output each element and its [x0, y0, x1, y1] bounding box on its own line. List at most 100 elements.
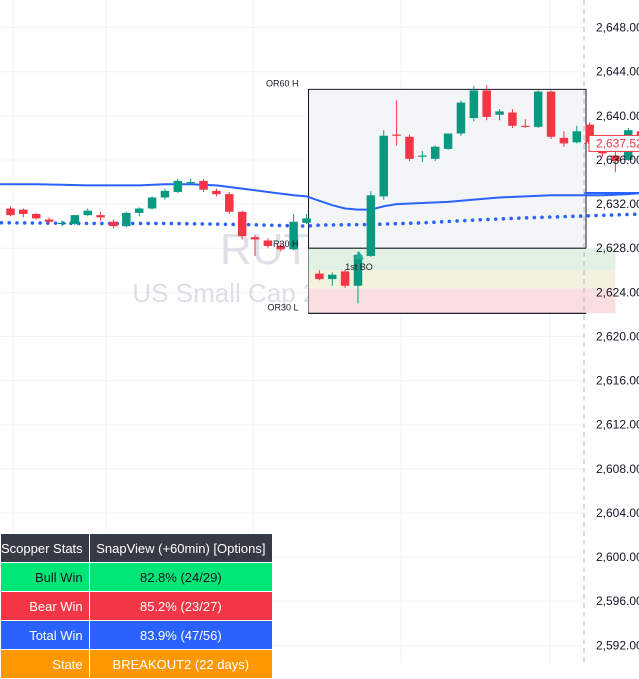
vwap-dot [185, 222, 189, 226]
price-tick-label: 2,612.00 [596, 418, 639, 432]
candle-body [264, 240, 273, 246]
vwap-dot [15, 221, 19, 225]
vwap-dot [617, 213, 621, 217]
candle [470, 86, 479, 121]
price-tick-label: 2,600.00 [596, 550, 639, 564]
price-axis[interactable]: 2,648.002,644.002,640.002,636.002,632.00… [584, 0, 639, 663]
candle-body [521, 126, 530, 127]
price-tick-label: 2,624.00 [596, 285, 639, 299]
candle [225, 192, 234, 214]
candle-body [560, 138, 569, 144]
vwap-dot [162, 222, 166, 226]
candle [58, 221, 66, 227]
candle-body [83, 211, 92, 215]
stats-header-value[interactable]: SnapView (+60min) [Options] [89, 534, 272, 563]
candle-body [96, 215, 105, 217]
vwap-dot [502, 217, 506, 221]
price-tick-label: 2,620.00 [596, 329, 639, 343]
candle-body [392, 135, 401, 136]
candle [212, 189, 221, 197]
candle [367, 191, 376, 257]
candle-body [534, 92, 543, 127]
or30-high-label: R30 H [273, 239, 299, 249]
vwap-dot [571, 215, 575, 219]
candle-body [328, 275, 337, 279]
vwap-dot [363, 223, 367, 227]
vwap-dot [54, 221, 58, 225]
candle-body [186, 182, 195, 183]
stats-row-value: 82.8% (24/29) [89, 563, 272, 592]
vwap-dot [23, 221, 27, 225]
stats-row-value: BREAKOUT2 (22 days) [89, 650, 272, 679]
vwap-dot [432, 220, 436, 224]
vwap-dot [478, 218, 482, 222]
vwap-dot [533, 216, 537, 220]
vwap-dot [31, 221, 35, 225]
candle [379, 130, 388, 199]
vwap-dot [316, 223, 320, 227]
vwap-dot [378, 222, 382, 226]
candle [135, 207, 144, 216]
candle [71, 215, 80, 225]
candle-body [109, 222, 118, 226]
vwap-dot [332, 223, 336, 227]
stats-row-label: Bull Win [1, 563, 90, 592]
price-tick-label: 2,640.00 [596, 109, 639, 123]
candle-body [302, 218, 311, 222]
candle-body [405, 137, 414, 159]
vwap-dot [556, 215, 560, 219]
candle-body [45, 220, 54, 222]
candle [238, 211, 247, 240]
stats-header-label: Scopper Stats [1, 534, 90, 563]
vwap-dot [170, 222, 174, 226]
stats-row-value: 83.9% (47/56) [89, 621, 272, 650]
stats-row-label: Bear Win [1, 592, 90, 621]
candle-body [379, 136, 388, 197]
candle-body [470, 90, 479, 118]
candle-body [547, 92, 556, 137]
candle [161, 189, 170, 200]
candle [109, 220, 118, 229]
vwap-dot [301, 224, 305, 228]
vwap-dot [278, 224, 282, 228]
candle-body [122, 213, 131, 226]
candle-body [161, 191, 170, 198]
price-tick-label: 2,644.00 [596, 65, 639, 79]
vwap-dot [177, 222, 181, 226]
vwap-dot [610, 213, 614, 217]
breakout-label: 1st BO [345, 262, 373, 272]
vwap-dot [587, 214, 591, 218]
candle [19, 208, 28, 217]
candle-body [495, 111, 504, 114]
candle-body [238, 212, 247, 236]
candle-body [19, 210, 28, 214]
vwap-dot [509, 217, 513, 221]
vwap-dot [417, 221, 421, 225]
candle-body [135, 208, 144, 212]
vwap-dot [409, 221, 413, 225]
vwap-dot [440, 220, 444, 224]
vwap-dot [146, 222, 150, 226]
vwap-dot [270, 223, 274, 227]
vwap-dot [394, 222, 398, 226]
vwap-dot [625, 213, 629, 217]
candle-body [341, 271, 350, 285]
vwap-dot [200, 222, 204, 226]
candle-body [315, 274, 324, 280]
vwap-dot [309, 224, 313, 228]
price-tick-label: 2,592.00 [596, 638, 639, 652]
price-tick-label: 2,596.00 [596, 594, 639, 608]
vwap-dot [0, 221, 3, 225]
stats-row-total: Total Win 83.9% (47/56) [1, 621, 273, 650]
vwap-dot [38, 221, 42, 225]
price-tick-label: 2,604.00 [596, 506, 639, 520]
vwap-dot [548, 215, 552, 219]
vwap-dot [633, 212, 637, 216]
vwap-dot [193, 222, 197, 226]
vwap-dot [231, 223, 235, 227]
candle-body [71, 215, 80, 224]
candle-body [58, 223, 66, 224]
stats-row-bear: Bear Win 85.2% (23/27) [1, 592, 273, 621]
vwap-dot [486, 218, 490, 222]
vwap-dot [525, 216, 529, 220]
